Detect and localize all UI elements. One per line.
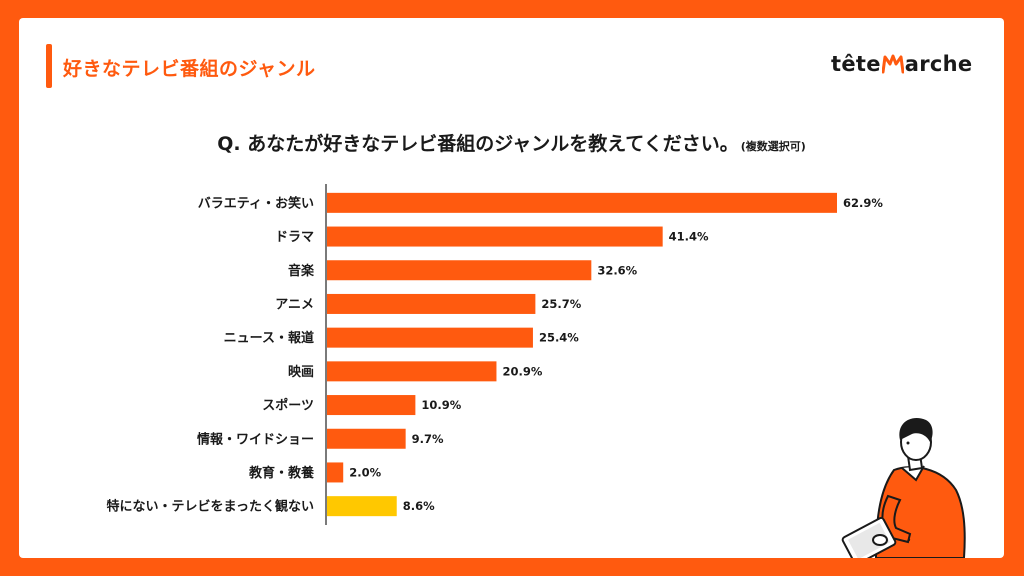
- brand-logo: tête arche: [831, 52, 972, 76]
- content-card: 好きなテレビ番組のジャンル tête arche Q. あなたが好きなテレビ番組…: [19, 18, 1004, 558]
- category-label: 映画: [288, 364, 314, 380]
- bar-chart: バラエティ・お笑い 62.9% ドラマ 41.4% 音楽 32.6% アニメ 25.7% ニュー…: [107, 184, 883, 525]
- logo-text-left: tête: [831, 52, 881, 76]
- bar: [327, 327, 533, 348]
- data-label: 32.6%: [597, 263, 637, 277]
- bar: [327, 192, 837, 213]
- bar: [327, 462, 344, 483]
- header-accent-bar: [46, 44, 52, 88]
- category-label: 特にない・テレビをまったく観ない: [107, 499, 314, 515]
- question-note: (複数選択可): [740, 140, 806, 153]
- data-label: 10.9%: [421, 398, 461, 412]
- data-label: 2.0%: [349, 465, 381, 479]
- bar: [327, 226, 663, 247]
- data-label: 25.7%: [541, 297, 581, 311]
- data-label: 9.7%: [412, 432, 444, 446]
- data-label: 25.4%: [539, 331, 579, 345]
- bar: [327, 496, 397, 517]
- category-label: 音楽: [288, 263, 315, 279]
- category-label: アニメ: [275, 297, 314, 312]
- data-label: 20.9%: [502, 364, 542, 378]
- person-with-tablet-illustration: [841, 418, 966, 558]
- logo-text-right: arche: [904, 52, 973, 76]
- bar: [327, 361, 497, 382]
- category-label: 情報・ワイドショー: [197, 431, 314, 447]
- category-label: バラエティ・お笑い: [198, 195, 314, 211]
- category-label: ニュース・報道: [224, 330, 314, 346]
- question-heading: Q. あなたが好きなテレビ番組のジャンルを教えてください。 (複数選択可): [19, 129, 1004, 156]
- question-text: Q. あなたが好きなテレビ番組のジャンルを教えてください。: [217, 133, 739, 155]
- crown-m-icon: [881, 54, 904, 74]
- bar: [327, 428, 406, 449]
- bar: [327, 293, 536, 314]
- bar: [327, 260, 592, 281]
- category-label: ドラマ: [275, 230, 314, 245]
- category-label: 教育・教養: [248, 465, 314, 481]
- category-label: スポーツ: [262, 398, 314, 414]
- data-label: 41.4%: [669, 230, 709, 244]
- data-label: 8.6%: [403, 499, 435, 513]
- page-title: 好きなテレビ番組のジャンル: [63, 58, 316, 80]
- data-label: 62.9%: [843, 196, 883, 210]
- bar: [327, 395, 416, 416]
